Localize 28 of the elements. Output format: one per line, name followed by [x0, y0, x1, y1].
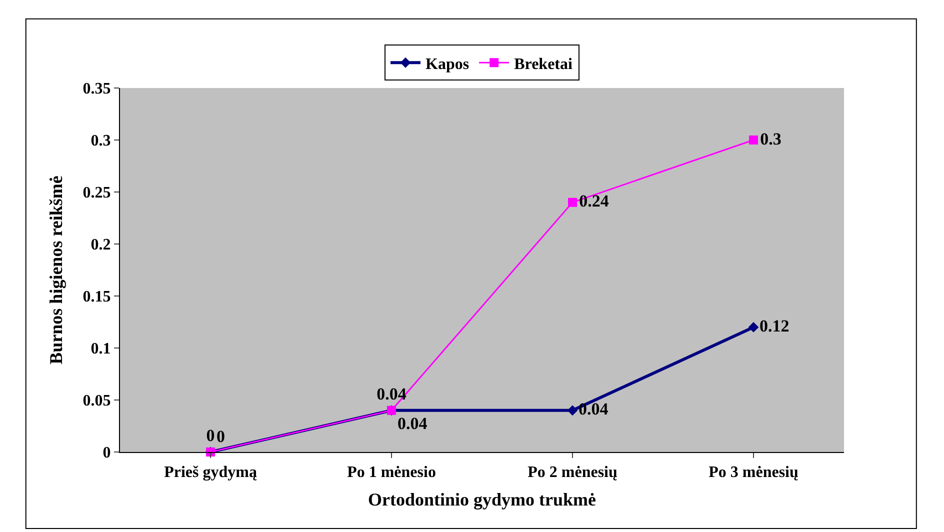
data-label: 0.24	[579, 192, 610, 211]
y-tick-label: 0	[102, 444, 111, 462]
y-tick-label: 0.25	[82, 184, 111, 202]
point	[567, 405, 578, 416]
legend-label: Breketai	[514, 56, 573, 73]
y-tick-label: 0.3	[90, 132, 111, 150]
legend-label: Kapos	[426, 56, 470, 73]
y-tick-label: 0.1	[90, 340, 111, 358]
x-tick-label: Po 2 mėnesių	[528, 464, 618, 482]
y-tick-label: 0.15	[82, 288, 111, 306]
point	[748, 322, 759, 332]
data-label: 0.3	[760, 129, 782, 148]
x-tick-label: Po 1 mėnesio	[347, 464, 436, 482]
y-axis-title: Burnos higienos reikšmė	[46, 176, 66, 364]
y-tick-label: 0.35	[82, 80, 111, 98]
x-axis-title: Ortodontinio gydymo trukmė	[368, 489, 596, 510]
data-label: 0.04	[376, 384, 407, 404]
data-label: 0	[216, 426, 225, 446]
data-label: 0.12	[760, 316, 790, 336]
y-tick-label: 0.05	[82, 392, 111, 410]
data-label: 0	[206, 426, 215, 446]
point	[749, 136, 758, 144]
x-tick-label: Prieš gydymą	[164, 464, 257, 482]
data-label: 0.04	[398, 414, 428, 434]
data-label: 0.04	[578, 400, 609, 419]
x-tick-label: Po 3 mėnesių	[708, 464, 798, 482]
y-tick-label: 0.2	[90, 236, 111, 254]
point	[568, 198, 577, 207]
